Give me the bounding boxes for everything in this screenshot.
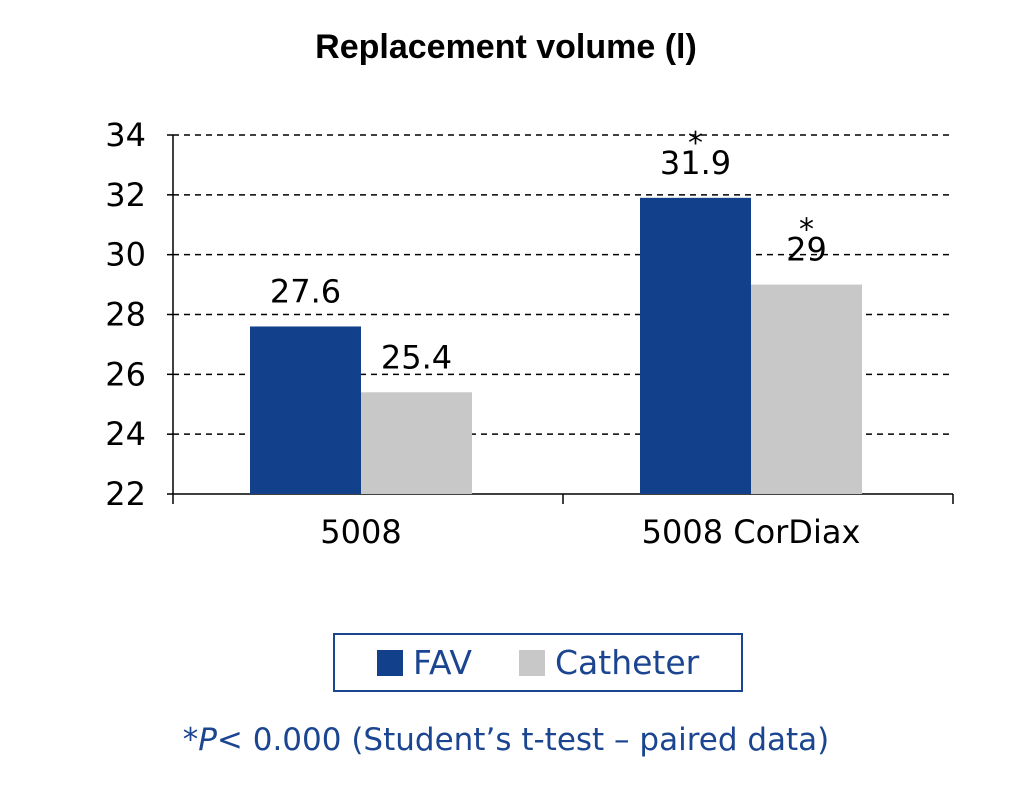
bar-catheter — [751, 284, 862, 494]
x-tick-label: 5008 CorDiax — [642, 513, 861, 551]
legend-item-fav: FAV — [377, 635, 472, 690]
bar-fav — [640, 197, 751, 494]
y-tick-label: 26 — [105, 355, 146, 393]
data-label: 31.9 — [660, 144, 731, 182]
footnote-text: < 0.000 (Student’s t-test – paired data) — [216, 722, 830, 758]
y-tick-label: 24 — [105, 415, 146, 453]
footnote-p: P — [198, 722, 217, 758]
y-tick-label: 32 — [105, 176, 146, 214]
legend-swatch-catheter — [519, 649, 545, 676]
data-label: 27.6 — [270, 272, 341, 310]
chart-title: Replacement volume (l) — [315, 28, 697, 66]
legend-item-catheter: Catheter — [519, 635, 699, 690]
legend-label-catheter: Catheter — [555, 643, 700, 682]
legend: FAV Catheter — [333, 633, 743, 692]
y-tick-label: 34 — [105, 116, 146, 154]
significance-marker: * — [688, 126, 703, 161]
footnote: *P< 0.000 (Student’s t-test – paired dat… — [0, 722, 1012, 758]
y-tick-label: 22 — [105, 475, 146, 513]
x-tick-label: 5008 — [320, 513, 401, 551]
legend-label-fav: FAV — [413, 643, 472, 682]
y-tick-label: 30 — [105, 236, 146, 274]
data-label: 25.4 — [381, 338, 452, 376]
significance-marker: * — [799, 213, 814, 248]
data-label: 29 — [786, 231, 827, 269]
bar-chart: 22 24 26 28 30 32 34 5008 27.6 25.4 5008 CorDiax 31… — [105, 116, 954, 551]
bar-fav — [250, 326, 361, 494]
bar-catheter — [361, 392, 472, 494]
legend-swatch-fav — [377, 649, 403, 676]
y-tick-label: 28 — [105, 296, 146, 334]
footnote-star: * — [182, 722, 199, 758]
